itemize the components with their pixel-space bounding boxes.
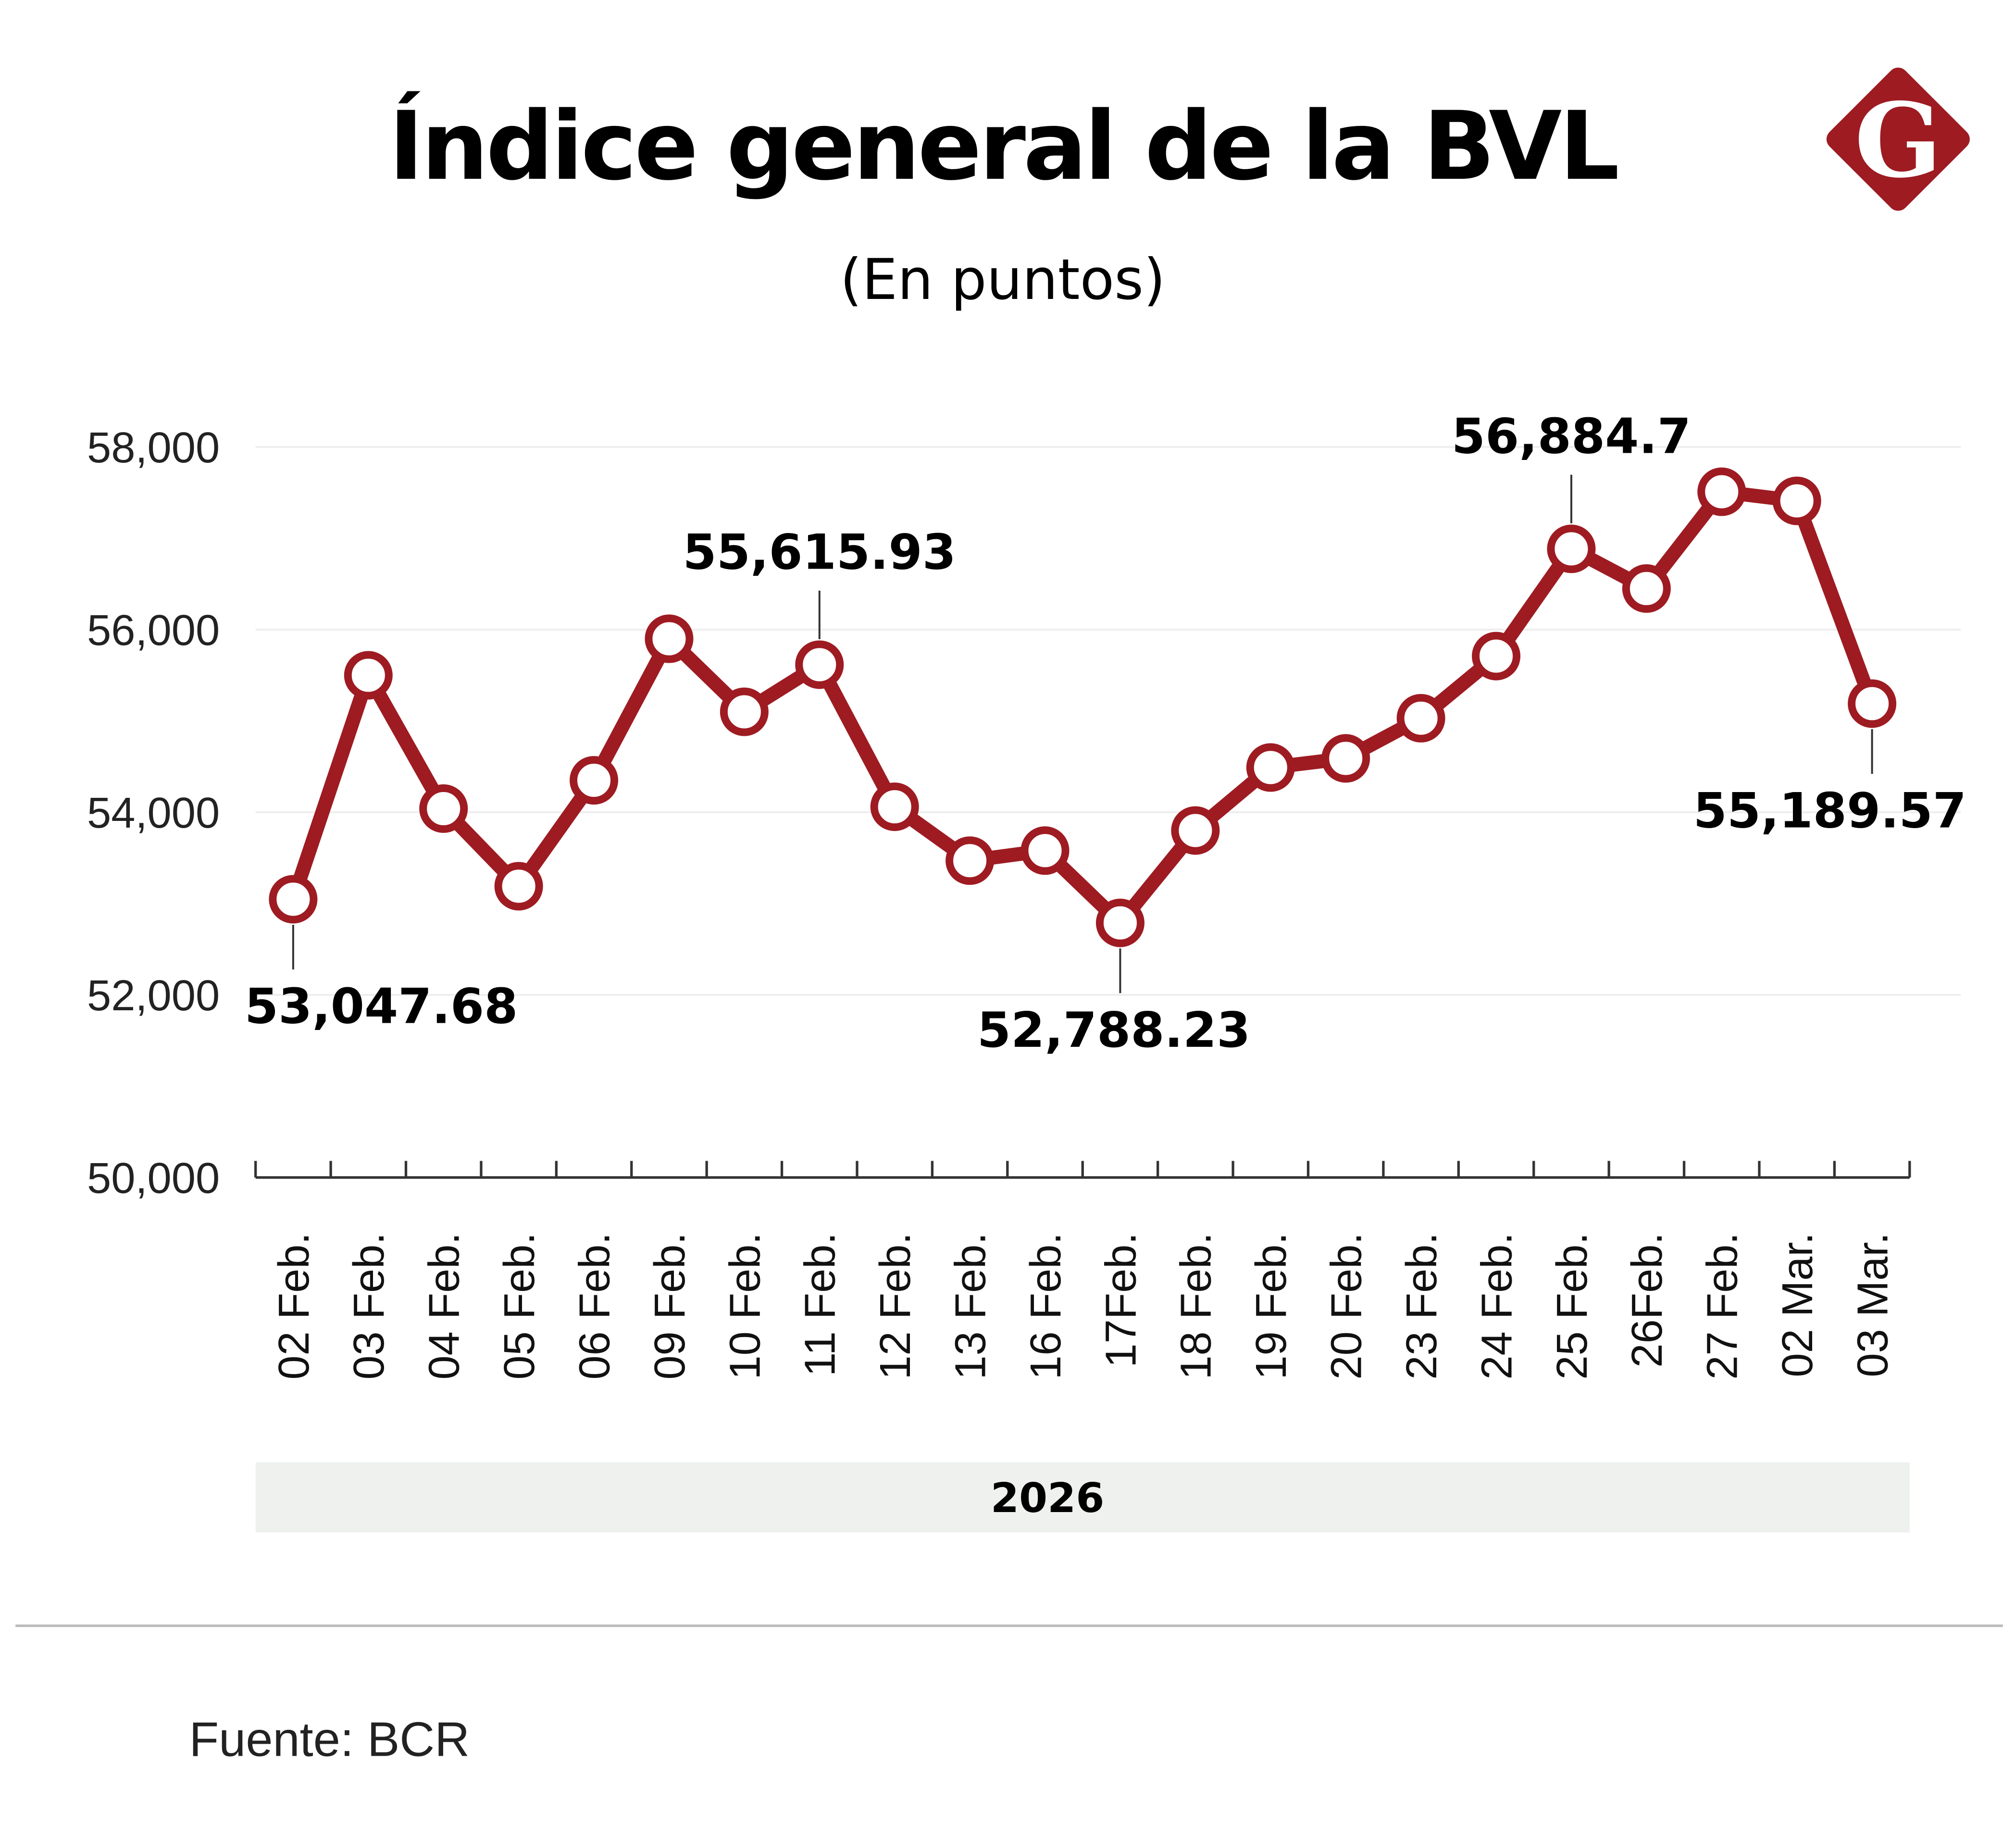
data-label: 56,884.7 (1452, 408, 1691, 465)
chart-subtitle: (En puntos) (840, 247, 1166, 312)
data-point (570, 756, 619, 805)
data-point (494, 862, 543, 911)
x-tick-label: 26Feb. (1623, 1232, 1671, 1367)
y-tick-label: 52,000 (87, 971, 220, 1020)
y-tick-label: 50,000 (87, 1154, 220, 1203)
x-tick-label: 25 Feb. (1548, 1232, 1596, 1379)
y-tick-label: 54,000 (87, 789, 220, 837)
source-note: Fuente: BCR (189, 1713, 470, 1767)
x-tick-label: 18 Feb. (1172, 1232, 1220, 1379)
logo-diamond-icon (1826, 67, 1970, 211)
logo: G (1826, 67, 1970, 211)
data-point (795, 640, 844, 689)
x-tick-label: 27 Feb. (1698, 1232, 1747, 1379)
data-point (1020, 826, 1070, 875)
x-tick-label: 24 Feb. (1472, 1232, 1521, 1379)
x-tick-label: 23 Feb. (1397, 1232, 1446, 1379)
data-label: 52,788.23 (977, 1002, 1251, 1058)
data-point (344, 651, 393, 700)
x-tick-label: 04 Feb. (420, 1232, 469, 1379)
data-point (1171, 806, 1220, 855)
data-point (1472, 632, 1520, 681)
x-tick-label: 02 Mar. (1773, 1232, 1822, 1377)
series-line (286, 484, 1879, 930)
data-point (1547, 524, 1596, 573)
x-tick-label: 13 Feb. (946, 1232, 995, 1379)
data-point (1848, 679, 1897, 728)
x-tick-label: 02 Feb. (270, 1232, 318, 1379)
data-point (1772, 476, 1821, 525)
chart-title: Índice general de la BVL (388, 91, 1617, 201)
data-point (269, 875, 318, 924)
data-point (1396, 694, 1445, 743)
logo-letter: G (1854, 81, 1942, 201)
data-point (1622, 564, 1671, 613)
data-point (1321, 734, 1370, 783)
data-point (946, 836, 995, 885)
data-label: 53,047.68 (245, 978, 518, 1035)
x-tick-label: 03 Feb. (345, 1232, 393, 1379)
data-point (419, 784, 468, 833)
year-band (255, 1462, 1910, 1533)
x-tick-label: 19 Feb. (1247, 1232, 1295, 1379)
data-point (720, 687, 769, 736)
x-tick-label: 16 Feb. (1021, 1232, 1070, 1379)
x-tick-label: 20 Feb. (1322, 1232, 1371, 1379)
x-tick-label: 03 Mar. (1848, 1232, 1897, 1377)
x-tick-label: 17Feb. (1096, 1232, 1145, 1367)
y-tick-label: 58,000 (87, 423, 220, 472)
data-point (870, 782, 919, 831)
data-label: 55,189.57 (1693, 782, 1967, 839)
x-tick-label: 10 Feb. (721, 1232, 769, 1379)
data-point (645, 614, 694, 663)
data-point (1246, 743, 1295, 792)
data-point (1697, 467, 1746, 516)
year-label: 2026 (991, 1475, 1105, 1522)
x-tick-label: 12 Feb. (871, 1232, 920, 1379)
data-label: 55,615.93 (683, 524, 957, 581)
x-tick-label: 05 Feb. (495, 1232, 544, 1379)
data-point (1095, 898, 1145, 947)
x-tick-label: 09 Feb. (646, 1232, 694, 1379)
x-tick-label: 11 Feb. (796, 1232, 845, 1377)
x-tick-label: 06 Feb. (570, 1232, 619, 1379)
y-tick-label: 56,000 (87, 606, 220, 655)
